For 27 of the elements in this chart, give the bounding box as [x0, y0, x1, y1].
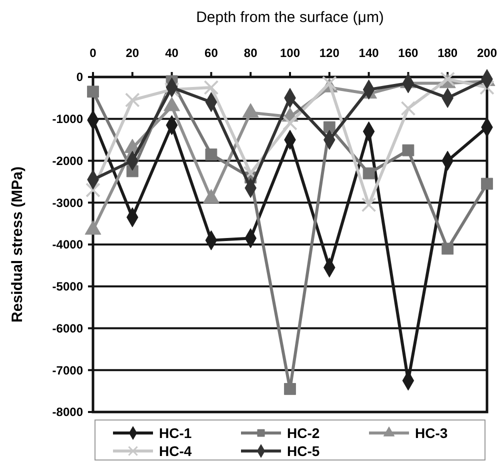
y-axis-title: Residual stress (MPa) [9, 166, 26, 322]
x-tick-label: 40 [165, 46, 179, 60]
x-tick-label: 0 [90, 46, 97, 60]
x-tick-label: 60 [204, 46, 218, 60]
x-tick-label: 180 [438, 46, 458, 60]
y-tick-label: -6000 [52, 321, 84, 336]
y-tick-label: -5000 [52, 280, 84, 294]
x-axis-title: Depth from the surface (μm) [196, 9, 384, 26]
legend-label: HC-5 [287, 442, 320, 459]
y-tick-label: -1000 [52, 112, 84, 126]
y-tick-label: 0 [76, 70, 84, 84]
y-tick-label: -2000 [52, 154, 84, 168]
x-tick-label: 20 [126, 46, 140, 60]
x-tick-label: 200 [476, 46, 498, 60]
y-tick-label: -7000 [52, 363, 84, 378]
legend-label: HC-2 [287, 424, 320, 441]
legend-label: HC-3 [415, 424, 448, 441]
y-tick-label: -3000 [52, 196, 84, 210]
x-tick-label: 120 [319, 46, 340, 60]
x-tick-label: 140 [358, 46, 380, 60]
y-tick-label: -8000 [52, 405, 84, 420]
legend-label: HC-4 [159, 442, 192, 459]
y-tick-label: -4000 [52, 238, 84, 252]
x-tick-label: 80 [244, 46, 258, 60]
x-tick-label: 160 [398, 46, 419, 60]
x-tick-label: 100 [280, 46, 300, 60]
legend-label: HC-1 [159, 424, 192, 441]
